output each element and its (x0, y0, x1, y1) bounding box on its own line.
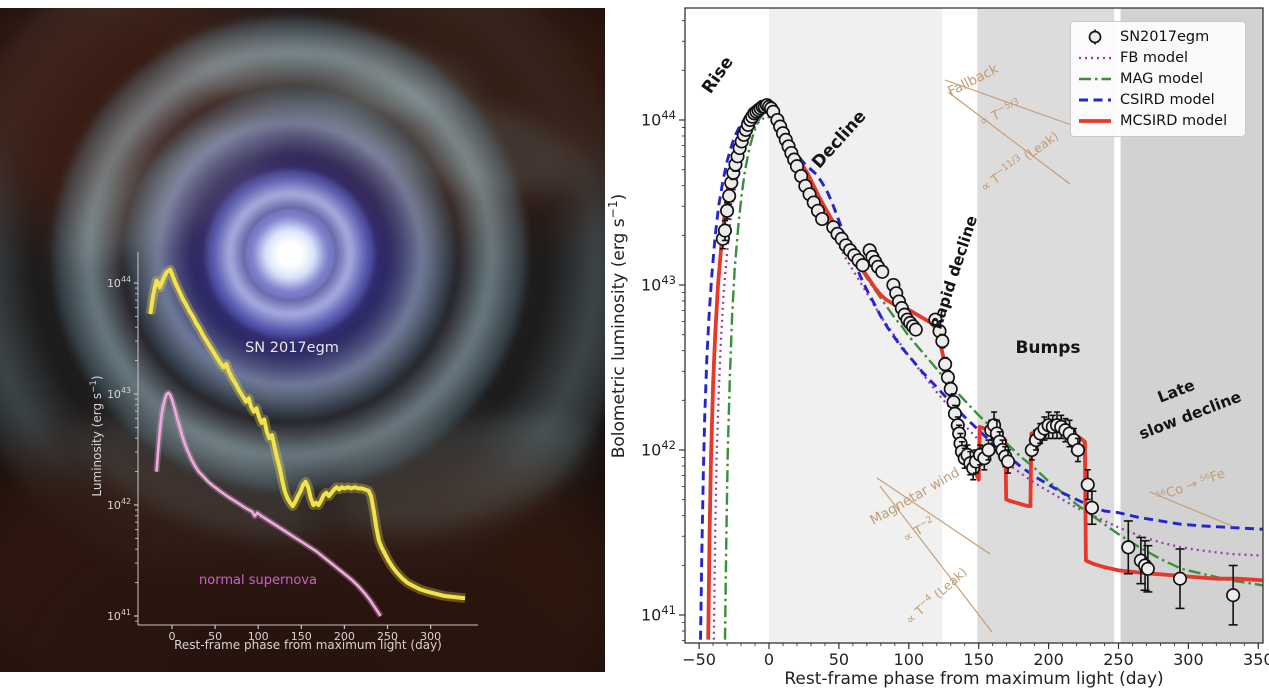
legend-label: SN2017egm (1120, 29, 1210, 45)
curve-label: SN 2017egm (245, 340, 339, 356)
y-tick-label: 1044 (107, 275, 131, 290)
data-point (875, 264, 890, 279)
data-point (946, 395, 961, 410)
series-sn-2017egm (148, 267, 466, 601)
data-point (722, 188, 737, 203)
curve-label: normal supernova (199, 573, 317, 588)
x-tick-label: 150 (291, 630, 312, 643)
legend-line-icon (1079, 77, 1111, 81)
data-point (1084, 500, 1099, 515)
x-tick-label: 0 (764, 650, 774, 669)
plot-frame (684, 7, 1264, 644)
annotation-line (947, 91, 1071, 185)
data-point (720, 203, 735, 218)
annotation-line (879, 485, 993, 633)
legend-label: CSIRD model (1120, 92, 1215, 108)
x-tick-label: 0 (169, 630, 176, 643)
data-point (1226, 588, 1241, 603)
legend-entry-mcsird-model: MCSIRD model (1077, 111, 1239, 131)
data-point (1172, 571, 1188, 586)
x-tick-label: 100 (248, 630, 269, 643)
data-point (1121, 540, 1136, 555)
chart-legend: SN2017egm FB model MAG model CSIRD model MCS… (1070, 21, 1246, 137)
y-axis-label: Bolometric luminosity (erg s−1) (606, 194, 629, 459)
legend-entry-csird-model: CSIRD model (1077, 90, 1239, 110)
phase-band (1114, 8, 1121, 643)
x-tick-label: 50 (829, 650, 849, 669)
legend-line-icon (1079, 98, 1111, 102)
x-tick-label: 250 (1103, 650, 1134, 669)
annotation-line (876, 477, 991, 555)
supernova-star (245, 209, 335, 299)
y-tick-label: 1041 (107, 608, 131, 623)
data-point (1070, 442, 1086, 458)
legend-marker-icon (1088, 29, 1102, 45)
y-tick-label: 1042 (107, 497, 131, 512)
annotation-line (1149, 491, 1233, 527)
inset-lightcurve-chart: 0 50 100 150 200 250 300 1044 1043 1042 1041 Rest-f… (89, 252, 478, 652)
series-csird-model (699, 108, 1263, 640)
legend-line-icon (1079, 119, 1111, 123)
x-tick-label: −50 (682, 650, 716, 669)
data-point (855, 258, 870, 273)
y-tick-label: 1041 (641, 603, 676, 625)
x-tick-label: 50 (208, 630, 222, 643)
data-point (908, 322, 923, 337)
phase-label: Bumps (1015, 338, 1080, 358)
phase-band (942, 8, 978, 643)
legend-label: MAG model (1120, 71, 1204, 87)
x-tick-label: 250 (377, 630, 398, 643)
data-point (1140, 561, 1155, 576)
data-point (935, 334, 950, 349)
legend-entry-sn2017egm: SN2017egm (1077, 27, 1239, 47)
x-tick-label: 300 (420, 630, 441, 643)
x-axis-label: Rest-frame phase from maximum light (day… (784, 669, 1163, 689)
data-point (943, 381, 958, 396)
legend-line-icon (1079, 56, 1111, 60)
y-axis-label: Luminosity (erg s−1) (89, 375, 104, 496)
x-axis-label: Rest-frame phase from maximum light (day… (174, 638, 442, 652)
y-tick-label: 1042 (641, 438, 676, 460)
annotation-line (944, 79, 1078, 128)
series-mag-model (723, 110, 1263, 640)
x-tick-label: 350 (1243, 650, 1269, 669)
data-point (938, 357, 953, 372)
y-tick-label: 1044 (641, 108, 676, 130)
x-tick-label: 100 (894, 650, 925, 669)
y-tick-label: 1043 (107, 386, 131, 401)
data-point (717, 223, 733, 238)
legend-label: MCSIRD model (1120, 113, 1228, 129)
legend-label: FB model (1120, 50, 1189, 66)
data-point (1080, 477, 1095, 492)
legend-entry-mag-model: MAG model (1077, 69, 1239, 89)
data-point (1001, 454, 1016, 469)
x-tick-label: 200 (1033, 650, 1064, 669)
x-tick-label: 200 (334, 630, 355, 643)
data-point (815, 211, 830, 227)
y-tick-label: 1043 (641, 273, 676, 295)
nebula-artwork (0, 8, 605, 672)
series-normal-supernova (155, 391, 382, 617)
legend-entry-fb-model: FB model (1077, 48, 1239, 68)
x-tick-label: 300 (1173, 650, 1204, 669)
data-point (947, 406, 962, 421)
data-point (981, 442, 996, 458)
x-tick-label: 150 (963, 650, 994, 669)
